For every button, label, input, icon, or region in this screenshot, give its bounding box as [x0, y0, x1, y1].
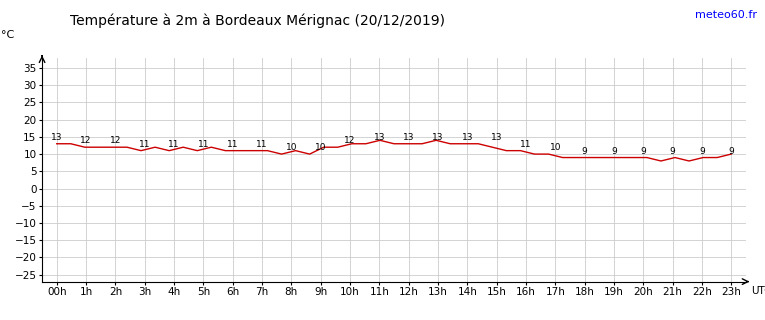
Text: 11: 11	[256, 140, 268, 149]
Text: 12: 12	[109, 136, 121, 146]
Text: 9: 9	[611, 147, 617, 156]
Text: 11: 11	[520, 140, 532, 149]
Text: 11: 11	[197, 140, 209, 149]
Text: 13: 13	[51, 133, 63, 142]
Text: 10: 10	[285, 143, 297, 152]
Text: Température à 2m à Bordeaux Mérignac (20/12/2019): Température à 2m à Bordeaux Mérignac (20…	[70, 14, 445, 28]
Text: 9: 9	[581, 147, 588, 156]
Text: °C: °C	[1, 30, 14, 40]
Text: 13: 13	[461, 133, 473, 142]
Text: 11: 11	[139, 140, 151, 149]
Text: 9: 9	[669, 147, 675, 156]
Text: 9: 9	[699, 147, 705, 156]
Text: 11: 11	[227, 140, 239, 149]
Text: 10: 10	[549, 143, 561, 152]
Text: 13: 13	[403, 133, 415, 142]
Text: 13: 13	[373, 133, 385, 142]
Text: 11: 11	[168, 140, 180, 149]
Text: 12: 12	[344, 136, 356, 146]
Text: 13: 13	[432, 133, 444, 142]
Text: UTC: UTC	[751, 286, 765, 296]
Text: 9: 9	[728, 147, 734, 156]
Text: 9: 9	[640, 147, 646, 156]
Text: 13: 13	[491, 133, 503, 142]
Text: meteo60.fr: meteo60.fr	[695, 10, 757, 20]
Text: 12: 12	[80, 136, 92, 146]
Text: 10: 10	[315, 143, 327, 152]
